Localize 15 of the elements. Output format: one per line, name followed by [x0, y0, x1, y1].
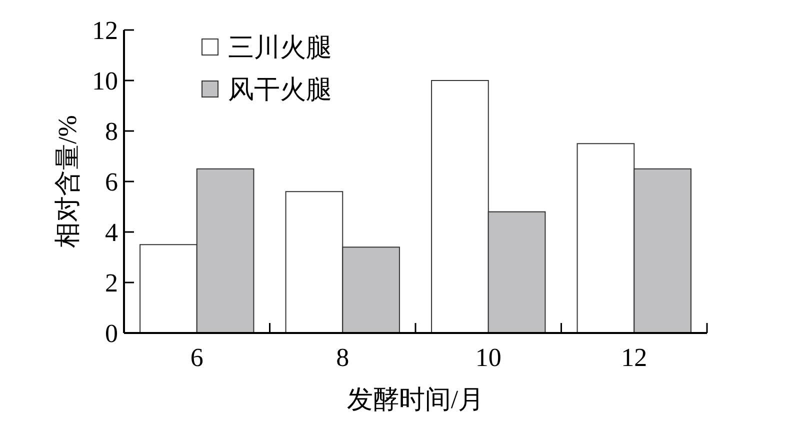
y-tick-label: 10: [92, 66, 118, 96]
x-tick-label: 8: [336, 343, 350, 372]
x-tick-label: 6: [190, 343, 204, 372]
y-axis-title: 相对含量/%: [53, 115, 82, 248]
y-tick-label: 6: [105, 168, 118, 196]
x-axis-title: 发酵时间/月: [346, 385, 484, 414]
x-tick-label: 10: [475, 343, 502, 372]
y-tick-label: 8: [105, 117, 118, 146]
x-tick-label: 12: [621, 343, 648, 372]
y-tick-label: 12: [92, 16, 118, 45]
y-tick-label: 4: [105, 218, 118, 247]
y-tick-label: 0: [105, 319, 118, 348]
y-tick-label: 2: [105, 268, 118, 298]
legend-label: 风干火腿: [228, 75, 332, 105]
legend-label: 三川火腿: [228, 33, 332, 63]
